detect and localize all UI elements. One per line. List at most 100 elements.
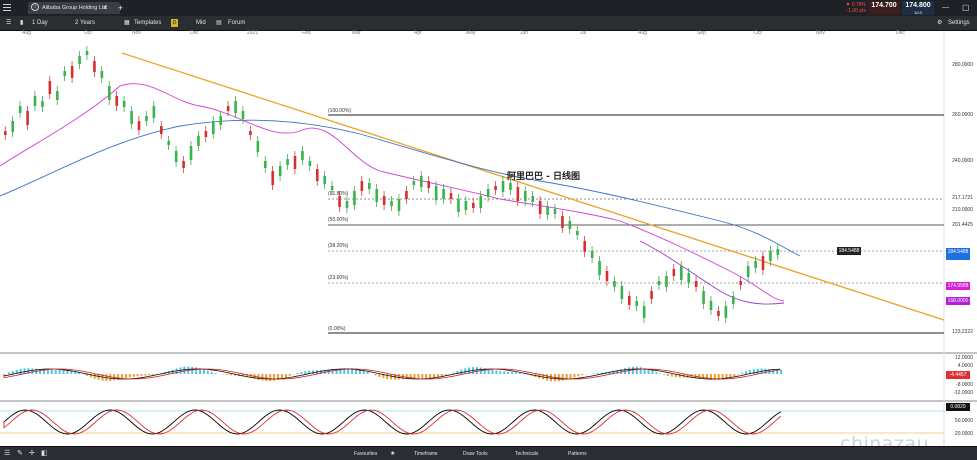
macd-bar [581, 374, 584, 376]
timeframe-button[interactable]: Timeframe [414, 451, 438, 457]
macd-bar [686, 374, 689, 378]
candle-body [368, 183, 371, 189]
macd-bar [195, 367, 198, 374]
macd-bar [670, 374, 673, 377]
star-icon[interactable]: ★ [390, 451, 396, 457]
candle-body [212, 121, 215, 134]
macd-bar [780, 369, 783, 374]
candle-body [397, 199, 401, 211]
ma-slow-tag: 184.5488 [946, 248, 970, 260]
macd-bar [452, 372, 455, 374]
window-minimize-icon[interactable]: — [942, 4, 949, 11]
macd-bar [280, 374, 283, 379]
macd-bar [565, 374, 568, 380]
candle-body [241, 111, 245, 119]
candle-body [717, 311, 720, 316]
candle-body [501, 181, 505, 192]
range-select[interactable]: 2 Years [75, 20, 96, 26]
macd-bar [647, 369, 650, 374]
candle-body [761, 256, 765, 270]
macd-label: -8.0000 [956, 382, 973, 388]
timeframe-select[interactable]: 1 Day [32, 20, 48, 26]
price-type-select[interactable]: Mid [196, 20, 206, 26]
candle-body [182, 161, 185, 168]
technicals-button[interactable]: Technicals [515, 451, 539, 457]
fib-label: (61.80%) [328, 191, 349, 197]
candle-body [680, 266, 683, 280]
magnet-icon[interactable]: ◧ [41, 450, 48, 457]
favourites-button[interactable]: Favourites [354, 451, 378, 457]
macd-bar [643, 367, 646, 374]
macd-bar [124, 374, 127, 379]
macd-bar [121, 374, 123, 380]
chart-type-icon[interactable]: ▮ [20, 20, 24, 26]
macd-bar [764, 368, 767, 374]
macd-bar [390, 374, 393, 380]
candle-body [494, 186, 497, 190]
macd-bar [152, 374, 155, 375]
chart-canvas[interactable]: Aug Oct Nov Dec 2021 Feb Mar Apr May Jun Jul Aug Sep… [0, 30, 977, 446]
price-chart[interactable] [0, 31, 977, 446]
add-tab-icon[interactable]: + [118, 3, 124, 13]
settings-button[interactable]: Settings [948, 20, 970, 26]
macd-label: -12.0000 [953, 390, 973, 396]
sell-button[interactable]: 174.700 [868, 1, 900, 15]
change-display: ▼ 0.78% -1.00 pts [838, 2, 866, 14]
macd-bar [608, 371, 611, 374]
macd-bar [631, 366, 634, 374]
macd-bar [308, 370, 311, 374]
macd-bar [733, 374, 736, 377]
fib-label: (0.00%) [328, 326, 346, 332]
candle-body [486, 189, 490, 197]
pencil-icon[interactable]: ✎ [17, 450, 23, 457]
symbol-tab[interactable] [28, 2, 120, 14]
candle-body [264, 161, 267, 168]
macd-bar [66, 370, 69, 374]
layout-icon[interactable]: ☰ [6, 20, 12, 26]
moving-average-mid [639, 240, 785, 305]
candle-body [628, 296, 631, 305]
candle-body [249, 131, 252, 135]
macd-bar [475, 367, 478, 374]
candle-body [271, 171, 275, 185]
candle-body [709, 301, 713, 310]
candle-body [174, 151, 178, 162]
forum-button[interactable]: Forum [228, 20, 246, 26]
candle-body [427, 181, 431, 188]
candle-body [197, 136, 200, 146]
candle-body [472, 203, 475, 208]
candle-body [152, 106, 156, 118]
macd-bar [507, 371, 510, 374]
macd-bar [93, 374, 96, 379]
month-label: Nov [132, 30, 141, 36]
macd-bar [433, 374, 435, 378]
candle-body [78, 56, 81, 64]
templates-button[interactable]: Templates [134, 20, 162, 26]
macd-bar [495, 370, 498, 374]
candle-body [746, 266, 750, 277]
macd-bar [741, 372, 744, 374]
candle-body [56, 91, 59, 100]
macd-bar [651, 370, 654, 374]
macd-bar [269, 374, 272, 382]
candle-body [85, 51, 89, 55]
window-close-icon[interactable]: ▢ [962, 3, 970, 12]
candle-body [538, 201, 542, 214]
draw-tools-button[interactable]: Draw Tools [463, 451, 488, 457]
symbol-name: Alibaba Group Holding Ltd [42, 5, 107, 11]
crosshair-icon[interactable]: ✛ [29, 450, 35, 457]
macd-bar [409, 374, 412, 379]
macd-bar [226, 374, 229, 375]
macd-bar [776, 369, 779, 374]
menu-icon[interactable] [3, 4, 11, 12]
macd-bar [417, 374, 420, 379]
macd-bar [144, 374, 147, 376]
candle-body [293, 156, 297, 169]
settings-icon[interactable]: ⚙ [937, 20, 943, 26]
list-icon[interactable]: ☰ [4, 450, 11, 457]
patterns-button[interactable]: Patterns [568, 451, 587, 457]
close-tab-icon[interactable]: × [103, 3, 108, 12]
buy-button[interactable]: 174.800 10.0 [902, 1, 934, 15]
macd-bar [721, 374, 724, 380]
macd-bar [464, 368, 467, 374]
